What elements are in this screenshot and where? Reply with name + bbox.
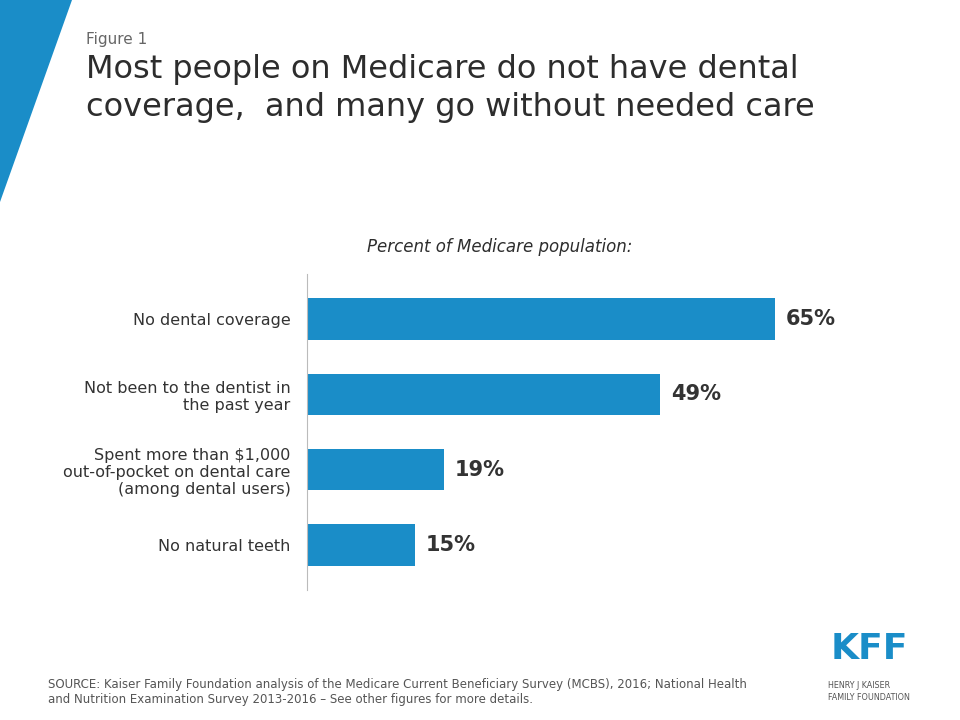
Bar [307,298,776,340]
Text: SOURCE: Kaiser Family Foundation analysis of the Medicare Current Beneficiary Su: SOURCE: Kaiser Family Foundation analysi… [48,678,747,706]
Bar [307,374,660,415]
Text: 65%: 65% [786,309,836,329]
Bar [307,449,444,490]
Text: 49%: 49% [671,384,721,405]
Text: Percent of Medicare population:: Percent of Medicare population: [367,238,632,256]
Text: HENRY J KAISER
FAMILY FOUNDATION: HENRY J KAISER FAMILY FOUNDATION [828,681,909,702]
Bar [307,524,415,566]
Text: KFF: KFF [830,632,908,666]
Text: Figure 1: Figure 1 [86,32,148,48]
Text: 15%: 15% [426,535,476,555]
Text: Most people on Medicare do not have dental
coverage,  and many go without needed: Most people on Medicare do not have dent… [86,54,815,123]
Text: 19%: 19% [455,459,505,480]
